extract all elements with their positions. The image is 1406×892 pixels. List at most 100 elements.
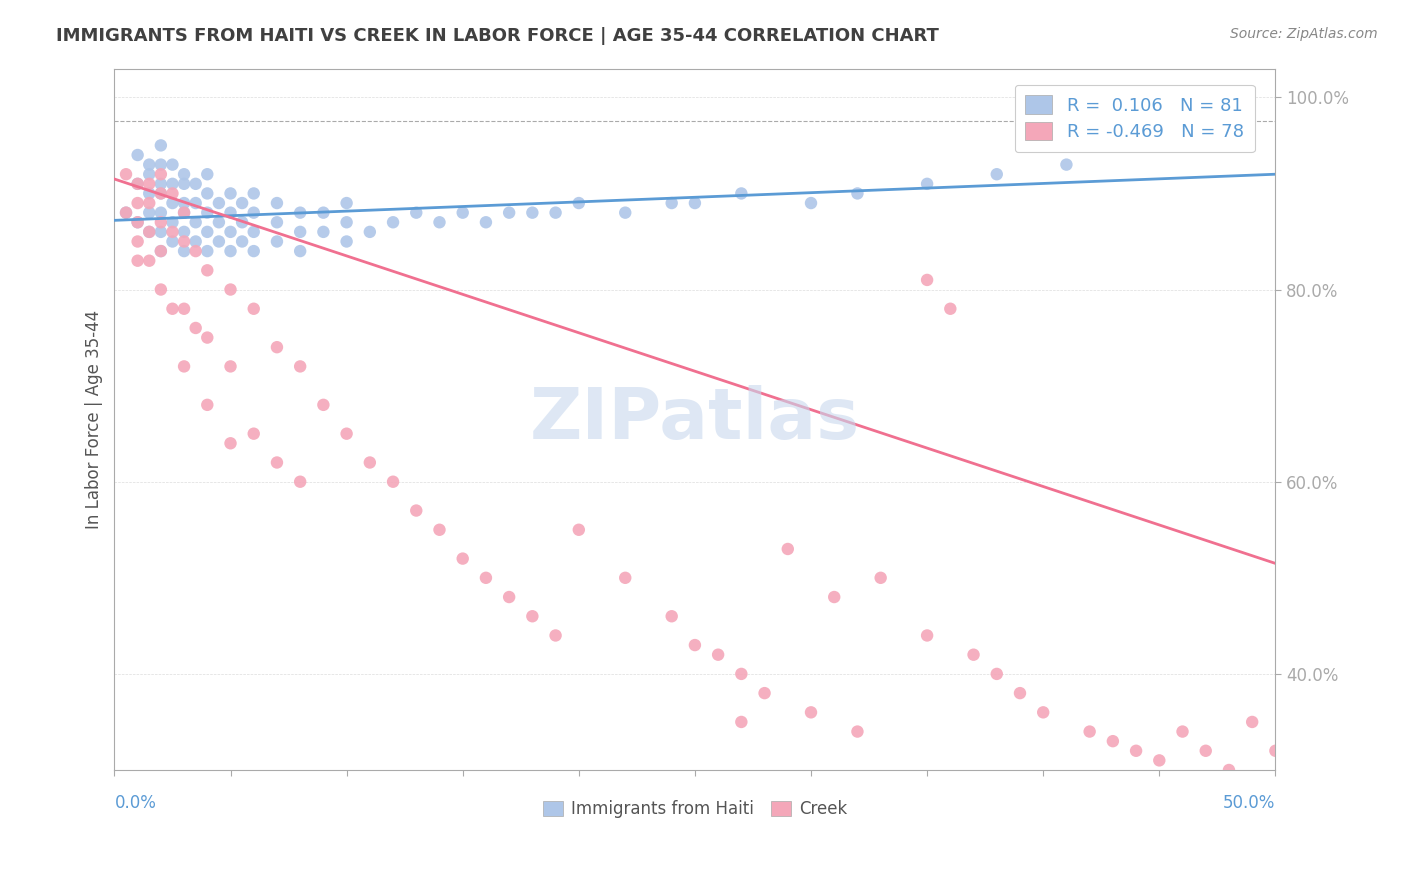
Point [127,215,149,229]
Point [266,235,288,249]
Point [195,398,218,412]
Point [568,523,591,537]
Point [405,503,427,517]
Point [173,235,195,249]
Point [661,609,683,624]
Point [986,167,1008,181]
Point [242,205,264,219]
Point [127,215,149,229]
Point [149,138,172,153]
Point [776,541,799,556]
Point [208,235,231,249]
Point [846,186,869,201]
Point [149,158,172,172]
Point [614,205,637,219]
Point [127,253,149,268]
Point [1195,744,1218,758]
Point [498,590,520,604]
Point [138,186,160,201]
Point [149,186,172,201]
Point [173,244,195,258]
Point [231,215,253,229]
Point [730,186,752,201]
Point [1102,734,1125,748]
Point [707,648,730,662]
Point [138,225,160,239]
Point [173,359,195,374]
Point [149,177,172,191]
Point [149,205,172,219]
Point [149,225,172,239]
Point [173,205,195,219]
Point [219,436,242,450]
Text: Source: ZipAtlas.com: Source: ZipAtlas.com [1230,27,1378,41]
Point [242,244,264,258]
Point [242,225,264,239]
Point [312,398,335,412]
Point [288,475,311,489]
Point [173,205,195,219]
Point [800,706,823,720]
Point [1149,753,1171,767]
Point [312,205,335,219]
Point [149,283,172,297]
Point [127,148,149,162]
Text: IMMIGRANTS FROM HAITI VS CREEK IN LABOR FORCE | AGE 35-44 CORRELATION CHART: IMMIGRANTS FROM HAITI VS CREEK IN LABOR … [56,27,939,45]
Point [149,186,172,201]
Point [173,225,195,239]
Point [195,263,218,277]
Point [208,196,231,211]
Point [1078,724,1101,739]
Point [127,235,149,249]
Point [986,666,1008,681]
Point [173,196,195,211]
Point [173,177,195,191]
Point [138,253,160,268]
Point [568,196,591,211]
Point [288,205,311,219]
Point [962,648,984,662]
Point [195,225,218,239]
Point [219,244,242,258]
Point [173,301,195,316]
Text: 0.0%: 0.0% [114,794,156,812]
Point [266,196,288,211]
Point [127,177,149,191]
Point [382,475,405,489]
Legend: Immigrants from Haiti, Creek: Immigrants from Haiti, Creek [536,794,853,825]
Point [219,205,242,219]
Point [730,666,752,681]
Point [266,340,288,354]
Point [162,177,184,191]
Point [1218,763,1240,777]
Point [195,244,218,258]
Point [288,359,311,374]
Point [138,225,160,239]
Point [288,225,311,239]
Point [429,215,451,229]
Point [219,283,242,297]
Point [312,225,335,239]
Point [162,186,184,201]
Point [451,551,474,566]
Point [115,205,138,219]
Point [138,205,160,219]
Point [195,205,218,219]
Point [162,158,184,172]
Point [231,196,253,211]
Point [405,205,427,219]
Point [288,244,311,258]
Point [184,196,207,211]
Point [730,714,752,729]
Text: 50.0%: 50.0% [1223,794,1275,812]
Point [127,177,149,191]
Text: ZIPatlas: ZIPatlas [530,384,860,454]
Point [219,359,242,374]
Point [498,205,520,219]
Point [242,426,264,441]
Point [162,225,184,239]
Point [184,244,207,258]
Point [149,244,172,258]
Point [115,205,138,219]
Point [915,628,938,642]
